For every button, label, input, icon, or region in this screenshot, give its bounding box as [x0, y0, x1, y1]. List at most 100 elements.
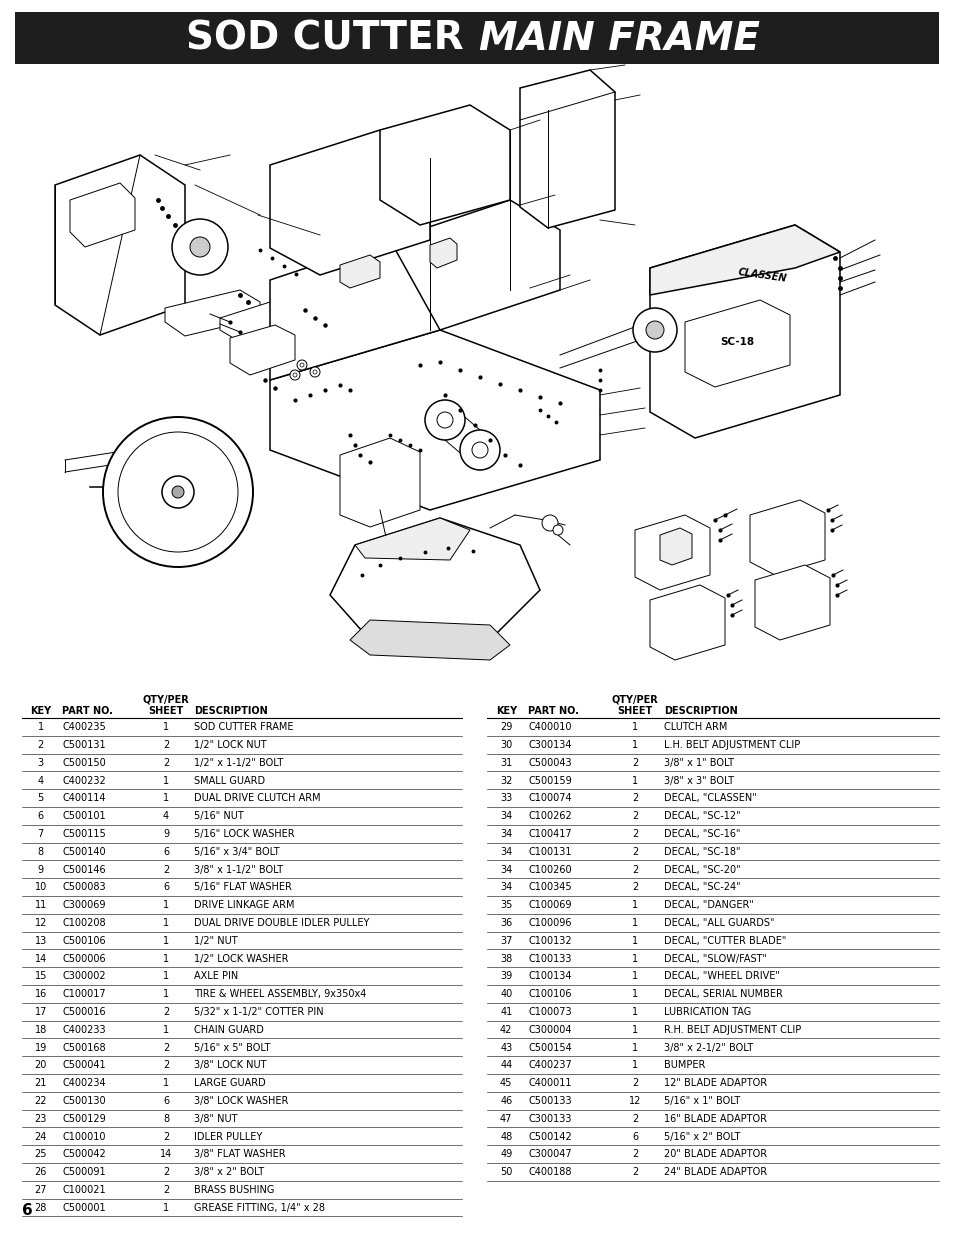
- Text: C100017: C100017: [62, 989, 106, 999]
- Text: R.H. BELT ADJUSTMENT CLIP: R.H. BELT ADJUSTMENT CLIP: [663, 1025, 801, 1035]
- Text: BUMPER: BUMPER: [663, 1061, 704, 1071]
- Text: 1: 1: [631, 972, 638, 982]
- Text: DESCRIPTION: DESCRIPTION: [663, 706, 737, 716]
- Text: DUAL DRIVE DOUBLE IDLER PULLEY: DUAL DRIVE DOUBLE IDLER PULLEY: [194, 918, 370, 927]
- Text: 16" BLADE ADAPTOR: 16" BLADE ADAPTOR: [663, 1114, 766, 1124]
- Text: C500083: C500083: [62, 883, 106, 893]
- Circle shape: [541, 515, 558, 531]
- Text: C100074: C100074: [528, 793, 572, 804]
- Text: C300002: C300002: [62, 972, 106, 982]
- Text: C500091: C500091: [62, 1167, 106, 1177]
- Text: C300069: C300069: [62, 900, 106, 910]
- Text: 1: 1: [631, 722, 638, 732]
- Text: 1: 1: [37, 722, 44, 732]
- Text: IDLER PULLEY: IDLER PULLEY: [194, 1131, 262, 1141]
- Text: 1: 1: [163, 776, 169, 785]
- Circle shape: [299, 363, 304, 367]
- Text: C300047: C300047: [528, 1150, 572, 1160]
- Text: C500159: C500159: [528, 776, 572, 785]
- Text: 6: 6: [631, 1131, 638, 1141]
- Text: 3/8" FLAT WASHER: 3/8" FLAT WASHER: [194, 1150, 286, 1160]
- Text: 1: 1: [631, 918, 638, 927]
- Text: DECAL, "SLOW/FAST": DECAL, "SLOW/FAST": [663, 953, 766, 963]
- Text: 1: 1: [163, 722, 169, 732]
- Polygon shape: [519, 70, 615, 228]
- Polygon shape: [659, 529, 691, 564]
- Text: 1/2" x 1-1/2" BOLT: 1/2" x 1-1/2" BOLT: [194, 758, 283, 768]
- Text: 1: 1: [163, 1203, 169, 1213]
- Text: 6: 6: [22, 1203, 32, 1218]
- Text: C300133: C300133: [528, 1114, 571, 1124]
- Text: 3/8" x 2" BOLT: 3/8" x 2" BOLT: [194, 1167, 264, 1177]
- Text: QTY/PER: QTY/PER: [611, 695, 658, 705]
- Text: 3/8" x 2-1/2" BOLT: 3/8" x 2-1/2" BOLT: [663, 1042, 753, 1052]
- Text: 2: 2: [631, 847, 638, 857]
- Text: C100021: C100021: [62, 1186, 106, 1195]
- Text: 42: 42: [499, 1025, 512, 1035]
- Text: 40: 40: [499, 989, 512, 999]
- Polygon shape: [270, 330, 599, 510]
- Circle shape: [424, 400, 464, 440]
- Text: 34: 34: [499, 829, 512, 839]
- Polygon shape: [430, 238, 456, 268]
- Text: C500016: C500016: [62, 1007, 106, 1018]
- Text: 23: 23: [34, 1114, 47, 1124]
- Text: C400234: C400234: [62, 1078, 106, 1088]
- Text: 1: 1: [631, 900, 638, 910]
- Text: C400188: C400188: [528, 1167, 571, 1177]
- Text: 12: 12: [628, 1095, 640, 1107]
- Text: 26: 26: [34, 1167, 47, 1177]
- Text: 2: 2: [631, 758, 638, 768]
- Text: C400235: C400235: [62, 722, 106, 732]
- Text: MAIN FRAME: MAIN FRAME: [478, 20, 760, 58]
- Text: C100133: C100133: [528, 953, 571, 963]
- Text: DUAL DRIVE CLUTCH ARM: DUAL DRIVE CLUTCH ARM: [194, 793, 321, 804]
- Text: C100345: C100345: [528, 883, 572, 893]
- Text: 5/16" NUT: 5/16" NUT: [194, 811, 244, 821]
- Text: PART NO.: PART NO.: [62, 706, 113, 716]
- Text: 17: 17: [34, 1007, 47, 1018]
- Text: 2: 2: [163, 758, 169, 768]
- Text: 3/8" x 1-1/2" BOLT: 3/8" x 1-1/2" BOLT: [194, 864, 283, 874]
- Text: C500115: C500115: [62, 829, 106, 839]
- Circle shape: [310, 367, 319, 377]
- Text: 6: 6: [163, 847, 169, 857]
- Polygon shape: [230, 325, 294, 375]
- Text: C100132: C100132: [528, 936, 572, 946]
- Polygon shape: [649, 225, 840, 438]
- Circle shape: [633, 308, 677, 352]
- Text: 24" BLADE ADAPTOR: 24" BLADE ADAPTOR: [663, 1167, 766, 1177]
- Text: C100417: C100417: [528, 829, 572, 839]
- Text: 36: 36: [499, 918, 512, 927]
- Text: L.H. BELT ADJUSTMENT CLIP: L.H. BELT ADJUSTMENT CLIP: [663, 740, 800, 750]
- Text: 3/8" x 1" BOLT: 3/8" x 1" BOLT: [663, 758, 733, 768]
- Text: 2: 2: [163, 1061, 169, 1071]
- Text: 2: 2: [631, 883, 638, 893]
- Text: 1: 1: [163, 1025, 169, 1035]
- Text: 30: 30: [499, 740, 512, 750]
- Text: 20" BLADE ADAPTOR: 20" BLADE ADAPTOR: [663, 1150, 766, 1160]
- Text: 33: 33: [499, 793, 512, 804]
- Text: CHAIN GUARD: CHAIN GUARD: [194, 1025, 264, 1035]
- Text: 1: 1: [163, 918, 169, 927]
- Text: LARGE GUARD: LARGE GUARD: [194, 1078, 266, 1088]
- Text: C100106: C100106: [528, 989, 571, 999]
- Text: 34: 34: [499, 811, 512, 821]
- Text: C300134: C300134: [528, 740, 571, 750]
- Circle shape: [162, 475, 193, 508]
- Polygon shape: [379, 105, 510, 225]
- Bar: [15, 12, 938, 64]
- Text: 1: 1: [163, 900, 169, 910]
- Text: C500041: C500041: [62, 1061, 106, 1071]
- Text: 2: 2: [631, 1167, 638, 1177]
- Text: 1/2" LOCK WASHER: 1/2" LOCK WASHER: [194, 953, 289, 963]
- Text: 49: 49: [499, 1150, 512, 1160]
- Text: 2: 2: [163, 1007, 169, 1018]
- Text: 16: 16: [34, 989, 47, 999]
- Text: 1: 1: [163, 989, 169, 999]
- Text: 6: 6: [163, 1095, 169, 1107]
- Text: C500130: C500130: [62, 1095, 106, 1107]
- Text: 6: 6: [163, 883, 169, 893]
- Text: 2: 2: [631, 1078, 638, 1088]
- Text: C500140: C500140: [62, 847, 106, 857]
